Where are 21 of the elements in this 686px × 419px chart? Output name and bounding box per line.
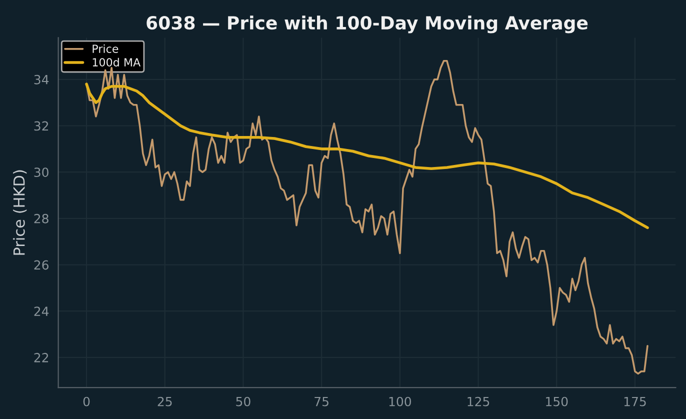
y-tick-label: 34 (34, 74, 49, 84)
x-tick-label: 0 (83, 396, 90, 406)
x-tick-label: 175 (624, 396, 646, 406)
y-tick-label: 32 (34, 121, 48, 131)
x-tick-label: 75 (314, 396, 328, 406)
x-tick-label: 25 (158, 396, 172, 406)
x-tick-label: 100 (389, 396, 412, 406)
y-tick-label: 30 (34, 168, 48, 178)
x-tick-label: 150 (546, 396, 568, 406)
line-series (86, 60, 648, 375)
x-tick-label: 50 (236, 396, 250, 406)
chart-title: 6038 — Price with 100-Day Moving Average (146, 16, 588, 34)
y-tick-label: 28 (34, 214, 48, 224)
y-tick-label: 26 (34, 260, 48, 270)
y-tick-label: 22 (34, 352, 48, 362)
x-tick-label: 125 (468, 396, 490, 406)
y-axis-title: Price (HKD) (13, 170, 27, 255)
legend-label: Price (92, 44, 118, 53)
legend-label: 100d MA (92, 58, 141, 67)
line-series (85, 82, 649, 230)
y-tick-label: 24 (34, 306, 49, 316)
